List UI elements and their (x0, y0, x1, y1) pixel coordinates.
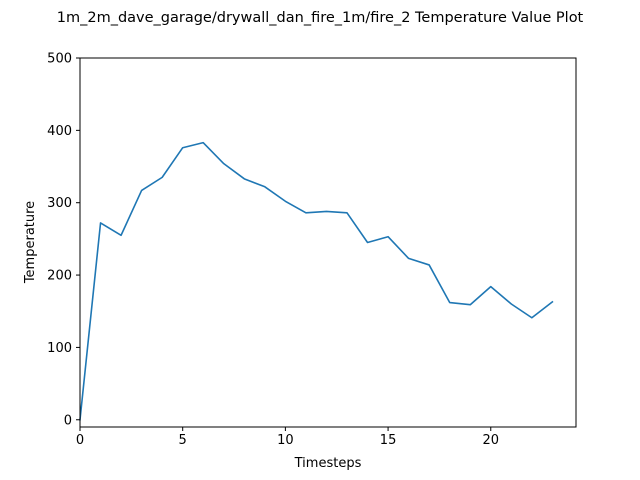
y-tick-label: 200 (47, 269, 72, 284)
x-tick-label: 20 (482, 433, 499, 448)
series-line-0 (79, 141, 554, 421)
plot-frame (79, 57, 577, 428)
y-tick-label: 400 (47, 124, 72, 139)
x-tick-label: 0 (76, 433, 84, 448)
y-axis-label: Temperature (23, 201, 38, 284)
y-tick-label: 0 (64, 413, 72, 428)
x-axis-label: Timesteps (294, 456, 362, 471)
x-tick-label: 5 (179, 433, 187, 448)
x-tick-label: 10 (277, 433, 294, 448)
plot-area (80, 58, 576, 427)
x-tick-label: 15 (380, 433, 397, 448)
y-tick-label: 500 (47, 52, 72, 67)
y-tick-label: 300 (47, 196, 72, 211)
y-tick-label: 100 (47, 341, 72, 356)
series-layer (79, 141, 554, 421)
chart-title: 1m_2m_dave_garage/drywall_dan_fire_1m/fi… (57, 10, 584, 26)
